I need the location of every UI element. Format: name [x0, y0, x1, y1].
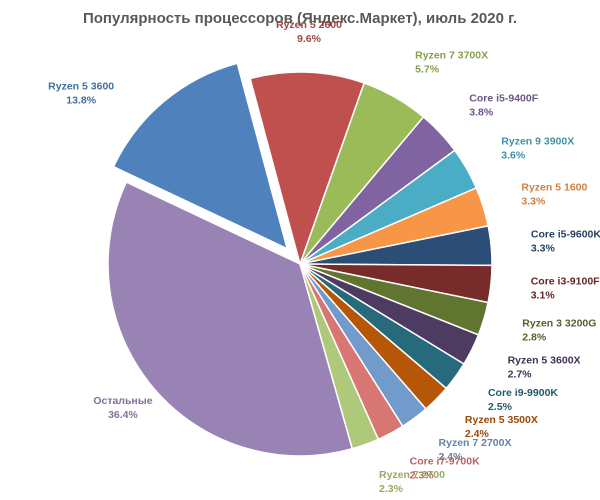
slice-label-core-i7-9700k: Core i7-9700K — [410, 455, 480, 467]
slice-label-остальные: Остальные — [93, 395, 152, 407]
slice-label-ryzen-5-2600: Ryzen 5 2600 — [276, 19, 342, 31]
slice-label-core-i5-9400f: Core i5-9400F — [469, 92, 538, 104]
slice-label-ryzen-5-1600: Ryzen 5 1600 — [521, 182, 587, 194]
slice-label-ryzen-7-3700x: Ryzen 7 3700X — [415, 50, 488, 62]
pie-slice-ryzen-5-2600 — [249, 71, 366, 267]
slice-value-ryzen-5-2600: 9.6% — [297, 33, 322, 45]
slice-value-ryzen-5-3600x: 2.7% — [508, 369, 533, 381]
slice-value-остальные: 36.4% — [108, 409, 138, 421]
slice-value-ryzen-9-3900x: 3.6% — [501, 150, 526, 162]
slice-value-core-i7-9700k: 2.3% — [410, 469, 435, 481]
slice-value-ryzen-7-3700x: 5.7% — [415, 64, 440, 76]
pie-slice-ryzen-5-3600 — [112, 62, 289, 251]
slice-label-core-i9-9900k: Core i9-9900K — [488, 387, 558, 399]
slice-value-core-i9-9900k: 2.5% — [488, 401, 513, 413]
slice-value-ryzen-7-2700x: 2.4% — [439, 451, 464, 463]
slice-label-core-i3-9100f: Core i3-9100F — [531, 275, 600, 287]
slice-label-ryzen-5-3500x: Ryzen 5 3500X — [465, 414, 538, 426]
slice-value-ryzen-5-1600: 3.3% — [521, 196, 546, 208]
slice-label-core-i5-9600kf: Core i5-9600KF — [531, 229, 600, 241]
slice-value-core-i3-9100f: 3.1% — [531, 289, 556, 301]
slice-value-core-i5-9600kf: 3.3% — [531, 243, 556, 255]
slice-value-ryzen-3-3200g: 2.8% — [522, 331, 547, 343]
pie-slice-остальные — [107, 181, 354, 457]
slice-label-ryzen-9-3900x: Ryzen 9 3900X — [501, 136, 574, 148]
chart-title: Популярность процессоров (Яндекс.Маркет)… — [82, 10, 518, 27]
slice-label-ryzen-3-3200g: Ryzen 3 3200G — [522, 317, 596, 329]
slice-label-ryzen-5-3600x: Ryzen 5 3600X — [508, 355, 581, 367]
slice-value-ryzen-5-3600: 13.8% — [66, 95, 96, 107]
slice-label-ryzen-7-2700x: Ryzen 7 2700X — [439, 437, 512, 449]
slice-value-ryzen-5-3500x: 2.4% — [465, 428, 490, 440]
slice-value-core-i5-9400f: 3.8% — [469, 106, 494, 118]
slice-label-ryzen-7-2700: Ryzen 7 2700 — [379, 469, 445, 481]
slice-label-ryzen-5-3600: Ryzen 5 3600 — [48, 81, 114, 93]
slice-value-ryzen-7-2700: 2.3% — [379, 483, 404, 495]
